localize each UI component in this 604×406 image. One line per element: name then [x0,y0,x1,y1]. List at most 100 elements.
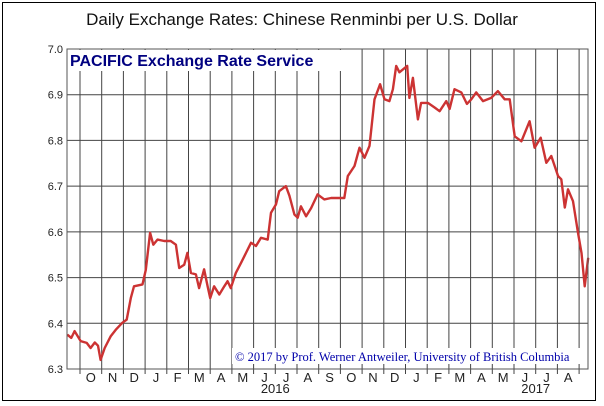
data-point [368,145,371,147]
data-point [190,272,192,274]
data-point [104,347,106,349]
data-point [170,240,172,242]
month-label: J [543,370,550,385]
month-label: F [434,370,442,385]
data-point [433,106,436,109]
series-layer [66,64,590,362]
data-point [580,252,583,254]
data-point [353,165,356,167]
month-label: A [477,370,486,385]
data-point [86,342,88,344]
copyright-background [232,348,587,364]
data-point [406,65,408,67]
data-point [358,147,361,149]
data-point [317,193,319,195]
data-point [466,103,468,105]
data-point [417,118,419,120]
y-tick-label: 6.4 [48,318,63,330]
data-point [195,273,197,275]
data-point [270,212,272,214]
month-label: N [108,370,117,385]
data-point [293,213,295,216]
data-point [412,77,414,79]
data-point [460,91,462,94]
month-label: M [194,370,205,385]
data-point [514,135,516,137]
data-point [408,97,411,99]
month-label: D [390,370,399,385]
month-label: J [283,370,290,385]
data-point [520,140,522,142]
data-point [110,335,112,337]
month-label: M [237,370,248,385]
data-point [438,110,441,112]
data-point [288,195,291,197]
plot-border [66,48,589,370]
y-axis-ticks: 6.3 6.4 6.5 6.6 6.7 6.8 6.9 7.0 [48,44,63,376]
chart-title: Daily Exchange Rates: Chinese Renminbi p… [86,10,518,29]
month-label: M [454,370,465,385]
data-point [121,322,123,324]
data-point [297,217,299,219]
data-point [90,347,92,349]
data-point [115,329,117,331]
month-label: J [261,370,268,385]
data-point [133,285,135,287]
data-point [560,178,562,180]
data-point [540,137,542,139]
data-point [250,242,252,244]
month-label: J [413,370,420,385]
data-point [388,100,391,102]
chart-frame [2,2,596,401]
data-point [70,337,72,339]
data-point [509,98,511,100]
data-point [392,88,394,90]
data-point [550,155,552,157]
data-point [245,252,247,254]
data-point [567,188,569,190]
data-point [343,197,345,199]
data-point [285,185,287,187]
data-point [572,200,574,202]
y-tick-label: 6.9 [48,90,63,102]
data-point [230,287,232,289]
data-point [490,97,492,99]
data-point [178,267,180,269]
data-point [126,319,128,321]
grid [67,48,588,374]
data-point [545,162,547,164]
month-label: A [304,370,313,385]
month-label: O [346,370,356,385]
month-label: N [368,370,377,385]
data-point [198,287,200,289]
data-point [80,340,82,342]
data-point [445,100,447,102]
data-point [504,98,506,100]
banner-text: PACIFIC Exchange Rate Service [70,53,313,70]
data-point [97,345,99,347]
data-point [223,285,225,287]
month-label: A [217,370,226,385]
data-point [203,268,205,270]
data-point [420,102,422,104]
data-point [186,252,189,254]
data-point [584,285,586,287]
data-point [475,91,477,94]
data-point [379,83,381,85]
month-label: A [564,370,573,385]
data-point [557,175,559,177]
data-point [240,262,242,264]
data-point [94,341,96,344]
y-tick-label: 6.7 [48,181,63,193]
data-point [534,147,536,149]
month-label: O [86,370,96,385]
data-point [363,157,366,159]
data-point [141,283,144,286]
data-point [100,359,102,361]
data-point [226,280,229,282]
data-point [163,240,165,242]
month-label: M [498,370,509,385]
data-point [330,197,332,199]
data-point [156,239,159,241]
